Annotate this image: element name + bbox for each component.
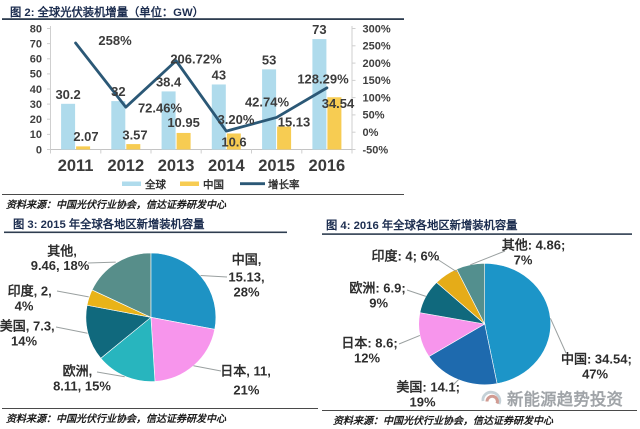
svg-text:其他,: 其他, — [47, 244, 77, 259]
svg-text:128.29%: 128.29% — [297, 72, 349, 87]
svg-text:32: 32 — [111, 84, 125, 99]
svg-text:15.13,: 15.13, — [228, 270, 264, 285]
svg-text:206.72%: 206.72% — [170, 52, 222, 67]
svg-text:100%: 100% — [363, 92, 391, 104]
svg-text:中国,: 中国, — [232, 252, 262, 267]
svg-text:2014: 2014 — [208, 157, 246, 175]
svg-text:72.46%: 72.46% — [138, 101, 183, 116]
svg-text:欧洲,: 欧洲, — [63, 364, 93, 379]
svg-text:图 3: 2015 年全球各地区新增装机容量: 图 3: 2015 年全球各地区新增装机容量 — [13, 217, 205, 231]
svg-text:2.07: 2.07 — [73, 129, 98, 144]
svg-text:全球: 全球 — [144, 178, 166, 191]
svg-text:3.20%: 3.20% — [218, 112, 255, 127]
svg-text:其他: 4.86;: 其他: 4.86; — [502, 238, 566, 253]
svg-text:0%: 0% — [363, 127, 379, 139]
svg-text:28%: 28% — [233, 285, 259, 300]
svg-text:10: 10 — [30, 129, 42, 141]
svg-text:2013: 2013 — [158, 157, 195, 175]
svg-text:资料来源：中国光伏行业协会，信达证券研发中心: 资料来源：中国光伏行业协会，信达证券研发中心 — [333, 415, 554, 427]
svg-text:8.11, 15%: 8.11, 15% — [53, 379, 111, 394]
svg-text:美国, 7.3,: 美国, 7.3, — [0, 318, 55, 333]
svg-text:印度, 2,: 印度, 2, — [8, 284, 52, 299]
svg-text:12%: 12% — [354, 351, 380, 366]
svg-text:50%: 50% — [363, 110, 385, 122]
svg-text:47%: 47% — [582, 367, 608, 382]
svg-text:中国: 中国 — [203, 178, 224, 191]
svg-text:美国: 14.1;: 美国: 14.1; — [396, 380, 460, 395]
svg-text:43: 43 — [212, 68, 226, 83]
svg-text:250%: 250% — [363, 41, 391, 53]
svg-text:新能源趋势投资: 新能源趋势投资 — [507, 390, 624, 409]
svg-text:2011: 2011 — [58, 157, 94, 175]
svg-text:70: 70 — [30, 38, 42, 50]
svg-text:150%: 150% — [363, 75, 391, 87]
svg-text:258%: 258% — [98, 33, 132, 48]
svg-text:-50%: -50% — [363, 144, 389, 156]
svg-text:3.57: 3.57 — [122, 128, 147, 143]
svg-text:资料来源：中国光伏行业协会，信达证券研发中心: 资料来源：中国光伏行业协会，信达证券研发中心 — [6, 199, 227, 211]
svg-text:42.74%: 42.74% — [245, 95, 290, 110]
svg-text:增长率: 增长率 — [268, 178, 300, 191]
svg-text:0: 0 — [36, 144, 42, 156]
svg-text:200%: 200% — [363, 58, 391, 70]
svg-text:40: 40 — [30, 84, 42, 96]
svg-text:2016: 2016 — [309, 157, 346, 175]
svg-text:资料来源：中国光伏行业协会，信达证券研发中心: 资料来源：中国光伏行业协会，信达证券研发中心 — [6, 413, 227, 425]
svg-text:34.54: 34.54 — [322, 96, 355, 111]
svg-text:21%: 21% — [233, 382, 259, 397]
svg-text:19%: 19% — [409, 395, 435, 410]
svg-text:日本: 8.6;: 日本: 8.6; — [341, 336, 397, 351]
svg-text:10.95: 10.95 — [167, 115, 200, 130]
svg-text:日本, 11,: 日本, 11, — [220, 364, 271, 379]
svg-text:9.46, 18%: 9.46, 18% — [31, 258, 90, 273]
svg-text:10.6: 10.6 — [221, 135, 246, 150]
svg-text:印度: 4; 6%: 印度: 4; 6% — [371, 249, 439, 264]
svg-text:7%: 7% — [514, 253, 533, 268]
svg-text:9%: 9% — [369, 296, 388, 311]
svg-text:73: 73 — [312, 22, 326, 37]
svg-text:38.4: 38.4 — [156, 74, 182, 89]
svg-text:60: 60 — [30, 54, 42, 66]
svg-text:30: 30 — [30, 99, 42, 111]
svg-text:14%: 14% — [11, 333, 37, 348]
svg-text:15.13: 15.13 — [278, 115, 311, 130]
svg-text:30.2: 30.2 — [55, 87, 80, 102]
svg-text:20: 20 — [30, 114, 42, 126]
svg-text:300%: 300% — [363, 23, 391, 35]
svg-text:图 4: 2016 年全球各地区新增装机容量: 图 4: 2016 年全球各地区新增装机容量 — [326, 218, 518, 232]
svg-text:图 2: 全球光伏装机增量（单位：GW）: 图 2: 全球光伏装机增量（单位：GW） — [10, 5, 204, 19]
svg-text:53: 53 — [262, 52, 276, 67]
svg-text:80: 80 — [30, 23, 42, 35]
svg-text:2012: 2012 — [107, 157, 144, 175]
svg-text:50: 50 — [30, 69, 42, 81]
svg-text:中国: 34.54;: 中国: 34.54; — [561, 352, 632, 367]
svg-text:4%: 4% — [15, 299, 34, 314]
svg-text:2015: 2015 — [258, 157, 295, 175]
svg-text:欧洲: 6.9;: 欧洲: 6.9; — [349, 281, 405, 296]
